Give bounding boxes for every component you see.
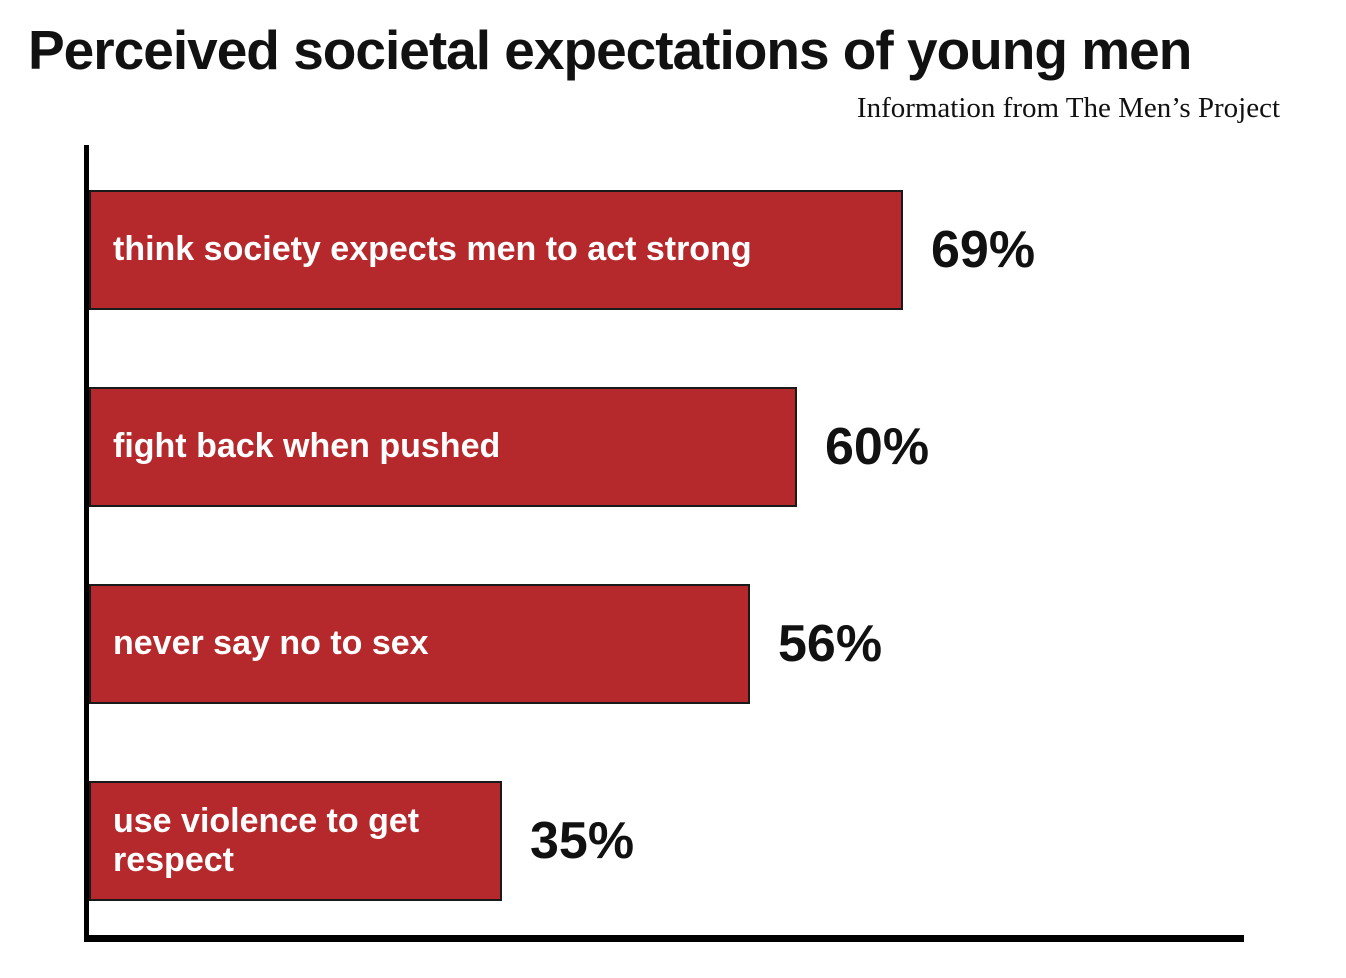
bar: never say no to sex: [89, 584, 750, 704]
bar-category-label: fight back when pushed: [113, 427, 501, 466]
bar: use violence to get respect: [89, 781, 502, 901]
bar-value-label: 69%: [931, 221, 1036, 279]
bar-row: think society expects men to act strong 6…: [89, 190, 1339, 310]
bar-category-label: never say no to sex: [113, 624, 429, 663]
bar-row: use violence to get respect 35%: [89, 781, 1339, 901]
bar-row: fight back when pushed 60%: [89, 387, 1339, 507]
x-axis-line: [84, 935, 1244, 942]
bar-category-label: use violence to get respect: [113, 801, 420, 879]
bar-category-label: think society expects men to act strong: [113, 230, 752, 269]
chart-source-note: Information from The Men’s Project: [856, 92, 1280, 124]
bar: think society expects men to act strong: [89, 190, 903, 310]
y-axis-line: [84, 145, 89, 942]
chart-title: Perceived societal expectations of young…: [28, 19, 1192, 81]
bars-container: think society expects men to act strong 6…: [89, 190, 1339, 978]
bar-value-label: 60%: [825, 418, 930, 476]
bar-value-label: 35%: [530, 812, 635, 870]
bar-value-label: 56%: [778, 615, 883, 673]
bar: fight back when pushed: [89, 387, 797, 507]
bar-row: never say no to sex 56%: [89, 584, 1339, 704]
